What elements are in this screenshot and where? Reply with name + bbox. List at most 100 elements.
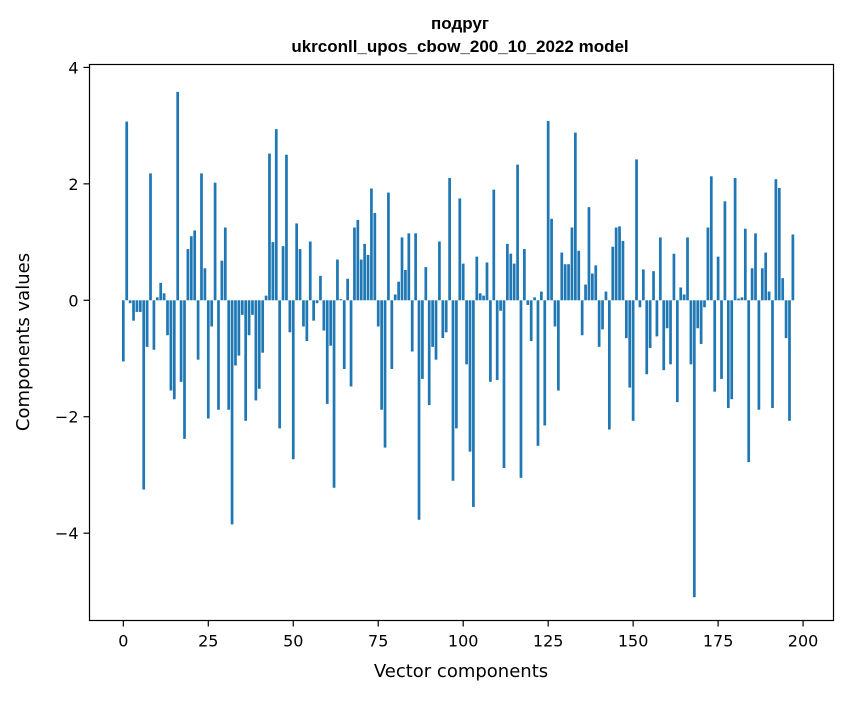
bar	[169, 300, 173, 391]
x-tick-label: 50	[283, 632, 303, 651]
bar	[682, 294, 686, 301]
bar	[587, 207, 591, 301]
bar	[764, 252, 768, 301]
bar	[186, 249, 190, 301]
bar	[305, 300, 309, 342]
bar	[404, 270, 407, 301]
bar	[485, 262, 489, 301]
bar	[247, 300, 251, 336]
bars-layer	[121, 91, 795, 598]
bar	[560, 252, 564, 301]
bar	[121, 300, 125, 362]
bar	[543, 300, 547, 426]
bar	[733, 178, 737, 301]
bar	[781, 278, 785, 301]
bar	[590, 273, 594, 301]
bar	[325, 300, 329, 404]
bar	[302, 300, 305, 327]
bar	[237, 300, 241, 356]
bar	[135, 300, 139, 312]
bar	[699, 300, 703, 344]
bar	[183, 300, 186, 439]
bar	[196, 300, 200, 360]
bar	[383, 300, 387, 448]
bar	[288, 300, 292, 333]
x-tick-label: 0	[118, 632, 128, 651]
bar	[767, 291, 771, 301]
bar	[536, 300, 540, 446]
bar	[414, 233, 417, 301]
bar	[611, 246, 615, 301]
bar	[774, 179, 778, 301]
bar	[278, 300, 282, 429]
bar	[329, 300, 333, 346]
bar	[526, 300, 530, 305]
bar	[346, 278, 349, 301]
bar	[472, 300, 475, 507]
bar	[519, 300, 523, 478]
bar	[223, 227, 227, 301]
bar	[380, 300, 383, 410]
bar	[607, 300, 611, 430]
chart-title-line1: подруг	[431, 14, 489, 33]
bar	[692, 300, 696, 598]
bar	[291, 300, 295, 460]
bar	[754, 233, 757, 301]
bar	[723, 201, 727, 301]
bar	[203, 268, 207, 301]
bar	[557, 300, 560, 391]
y-tick-label: 2	[68, 175, 78, 194]
bar	[434, 300, 438, 360]
plot-frame	[88, 63, 835, 622]
bar	[125, 121, 129, 301]
bar	[726, 300, 730, 408]
bar	[594, 265, 598, 301]
bar	[281, 246, 285, 301]
x-tick-label: 150	[618, 632, 649, 651]
bar	[747, 300, 751, 463]
bar	[285, 154, 288, 301]
bar	[648, 300, 652, 349]
bar	[159, 282, 163, 301]
bar	[421, 300, 424, 379]
bar	[567, 264, 570, 301]
bar	[220, 260, 224, 301]
bar	[410, 300, 414, 352]
bar	[138, 300, 142, 312]
bar	[261, 300, 265, 353]
bar	[631, 300, 635, 421]
bar	[424, 267, 428, 301]
bar	[720, 300, 723, 379]
bar	[696, 300, 700, 329]
bar	[506, 243, 509, 301]
bar	[427, 300, 431, 406]
bar	[563, 264, 567, 301]
bar	[689, 300, 693, 365]
bar	[315, 300, 319, 304]
bar	[788, 300, 791, 421]
bar	[407, 233, 411, 301]
bar	[132, 300, 135, 321]
bar	[489, 300, 492, 382]
y-axis-ticks: −4 −2 0 2 4	[55, 58, 90, 543]
bar	[614, 227, 618, 301]
bar	[152, 300, 156, 350]
bar	[356, 219, 360, 301]
bar	[675, 300, 679, 403]
bar	[645, 300, 649, 375]
x-axis-ticks: 0 25 50 75 100 125 150 175 200	[118, 620, 818, 651]
bar	[777, 187, 781, 301]
bar	[227, 300, 231, 410]
bar	[176, 91, 180, 301]
bar	[516, 164, 519, 301]
bar	[274, 129, 278, 301]
bar	[298, 249, 302, 301]
x-tick-label: 25	[198, 632, 218, 651]
x-tick-label: 125	[533, 632, 564, 651]
x-axis-label: Vector components	[374, 661, 548, 682]
bar	[495, 300, 499, 381]
bar	[162, 293, 166, 301]
bar	[482, 295, 485, 301]
bar	[635, 159, 638, 301]
bar	[458, 198, 462, 301]
